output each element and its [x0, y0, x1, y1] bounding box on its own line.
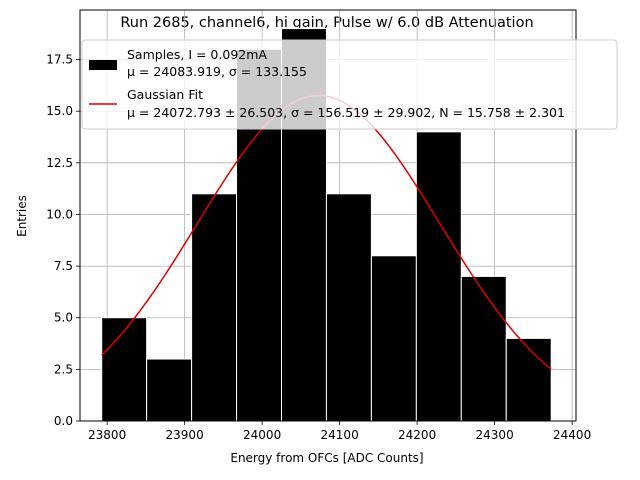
y-tick-label: 17.5 [46, 53, 73, 67]
y-tick-label: 2.5 [54, 362, 73, 376]
x-tick-label: 24000 [243, 428, 281, 442]
legend-samples-stats: μ = 24083.919, σ = 133.155 [127, 64, 307, 79]
y-tick-label: 15.0 [46, 104, 73, 118]
histogram-bar [146, 358, 193, 422]
x-tick-label: 23800 [88, 428, 126, 442]
legend-fit-label: Gaussian Fit [127, 87, 203, 102]
y-tick-label: 10.0 [46, 207, 73, 221]
chart-title: Run 2685, channel6, hi gain, Pulse w/ 6.… [120, 15, 533, 31]
y-tick-label: 0.0 [54, 414, 73, 428]
legend-frame [81, 39, 618, 130]
y-tick-label: 12.5 [46, 156, 73, 170]
histogram-bar [460, 275, 507, 422]
y-tick-label: 5.0 [54, 311, 73, 325]
legend-samples-swatch [89, 60, 117, 70]
x-tick-label: 24300 [476, 428, 514, 442]
legend-samples-label: Samples, I = 0.092mA [127, 47, 267, 62]
legend-fit-stats: μ = 24072.793 ± 26.503, σ = 156.519 ± 29… [127, 105, 565, 120]
x-axis-label: Energy from OFCs [ADC Counts] [230, 451, 423, 465]
histogram-bar [370, 255, 417, 422]
histogram-bar [325, 193, 372, 422]
x-tick-label: 23900 [166, 428, 204, 442]
y-axis-label: Entries [15, 195, 29, 237]
x-tick-label: 24100 [321, 428, 359, 442]
histogram-bar [101, 317, 148, 422]
histogram-bar [191, 193, 238, 422]
histogram-bar [505, 337, 552, 422]
x-tick-label: 24400 [553, 428, 591, 442]
x-tick-label: 24200 [398, 428, 436, 442]
y-tick-label: 7.5 [54, 259, 73, 273]
legend: Samples, I = 0.092mA μ = 24083.919, σ = … [81, 39, 618, 130]
y-axis-ticks: 0.0 2.5 5.0 7.5 10.0 12.5 15.0 17.5 [46, 53, 80, 428]
plot-frame [79, 9, 577, 422]
x-axis-ticks: 23800 23900 24000 24100 24200 24300 24400 [88, 421, 591, 442]
histogram-bar [415, 131, 462, 422]
